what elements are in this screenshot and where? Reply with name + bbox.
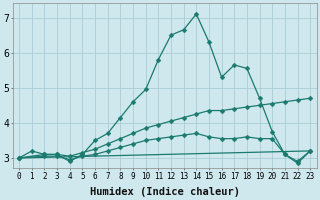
X-axis label: Humidex (Indice chaleur): Humidex (Indice chaleur): [90, 186, 240, 197]
